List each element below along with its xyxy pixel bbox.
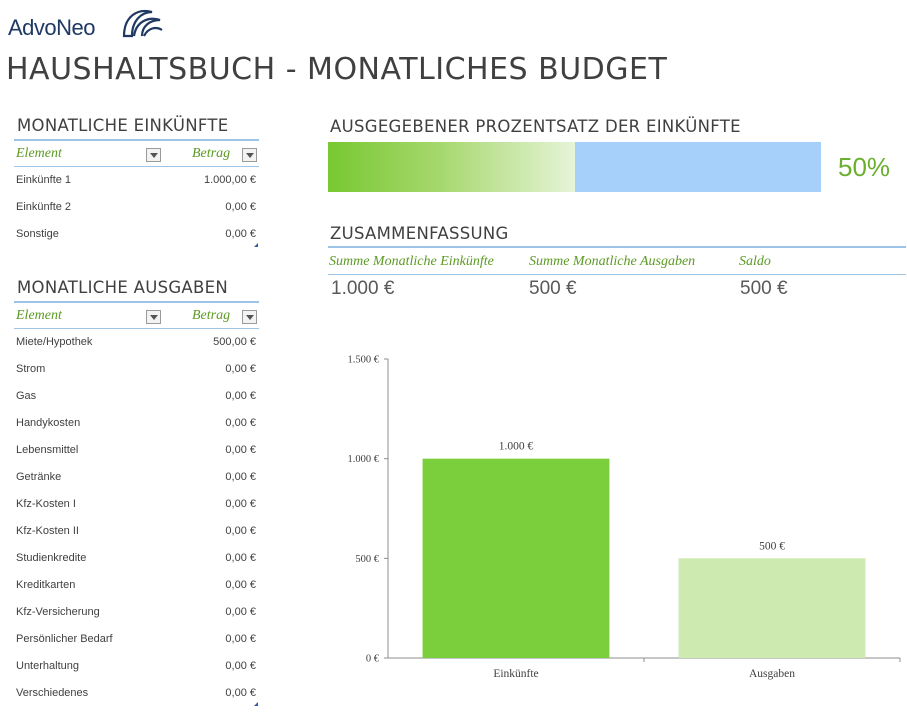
table-row[interactable]: Lebensmittel 0,00 €: [16, 444, 256, 471]
income-row-label: Einkünfte 1: [16, 174, 72, 186]
table-row[interactable]: Gas 0,00 €: [16, 390, 256, 417]
table-row[interactable]: Verschiedenes 0,00 €: [16, 687, 256, 714]
summary-income-value: 1.000 €: [331, 278, 395, 299]
bar-data-label: 500 €: [759, 540, 785, 552]
table-row[interactable]: Strom 0,00 €: [16, 363, 256, 390]
summary-balance-label: Saldo: [739, 254, 771, 269]
brand-wave-icon: [122, 9, 163, 38]
y-tick-label: 500 €: [355, 554, 379, 565]
summary-expenses-value: 500 €: [529, 278, 577, 299]
expense-row-label: Studienkredite: [16, 552, 87, 564]
expense-row-value: 0,00 €: [225, 552, 256, 564]
income-element-filter-button[interactable]: [146, 148, 161, 162]
income-expenses-chart[interactable]: 0 € 500 € 1.000 € 1.500 € 1.000 € Einkünfte 50…: [328, 345, 907, 695]
table-row[interactable]: Einkünfte 2 0,00 €: [16, 201, 256, 228]
income-row-label: Sonstige: [16, 228, 59, 240]
expense-row-label: Handykosten: [16, 417, 81, 429]
expense-row-value: 0,00 €: [225, 606, 256, 618]
summary-header-rule: [328, 274, 906, 275]
income-row-value: 0,00 €: [225, 201, 256, 213]
expense-row-value: 0,00 €: [225, 633, 256, 645]
income-title-rule: [14, 139, 259, 141]
table-row[interactable]: Kfz-Kosten I 0,00 €: [16, 498, 256, 525]
expense-row-label: Kfz-Kosten I: [16, 498, 76, 510]
table-row[interactable]: Miete/Hypothek 500,00 €: [16, 336, 256, 363]
table-row[interactable]: Kfz-Kosten II 0,00 €: [16, 525, 256, 552]
expense-row-value: 0,00 €: [225, 525, 256, 537]
expenses-table-header: Element Betrag: [14, 305, 259, 327]
brand-name: AdvoNeo: [8, 15, 96, 40]
percent-spent-title: AUSGEGEBENER PROZENTSATZ DER EINKÜNFTE: [330, 117, 741, 136]
income-row-value: 0,00 €: [225, 228, 256, 240]
expense-row-value: 0,00 €: [225, 579, 256, 591]
table-row[interactable]: Kreditkarten 0,00 €: [16, 579, 256, 606]
expense-row-label: Gas: [16, 390, 37, 402]
expense-row-value: 0,00 €: [225, 498, 256, 510]
expense-row-value: 0,00 €: [225, 687, 256, 699]
page-title: HAUSHALTSBUCH - MONATLICHES BUDGET: [6, 52, 668, 87]
expense-row-value: 0,00 €: [225, 471, 256, 483]
expenses-col-element: Element: [16, 308, 62, 323]
table-row[interactable]: Persönlicher Bedarf 0,00 €: [16, 633, 256, 660]
bar-data-label: 1.000 €: [499, 441, 534, 453]
expense-row-value: 500,00 €: [213, 336, 256, 348]
summary-expenses-label: Summe Monatliche Ausgaben: [529, 254, 696, 269]
percent-spent-bar: [328, 142, 821, 192]
summary-balance-value: 500 €: [740, 278, 788, 299]
expenses-header-rule: [14, 328, 259, 329]
expenses-table-resize-handle[interactable]: [254, 702, 258, 706]
table-row[interactable]: Unterhaltung 0,00 €: [16, 660, 256, 687]
income-col-element: Element: [16, 146, 62, 161]
y-tick-label: 0 €: [366, 654, 380, 665]
expense-row-label: Kfz-Kosten II: [16, 525, 79, 537]
income-row-label: Einkünfte 2: [16, 201, 72, 213]
income-header-rule: [14, 166, 259, 167]
expense-row-value: 0,00 €: [225, 417, 256, 429]
chart-bar: [678, 558, 866, 658]
income-section-title: MONATLICHE EINKÜNFTE: [17, 116, 229, 135]
expense-row-label: Kfz-Versicherung: [16, 606, 100, 618]
expense-row-label: Getränke: [16, 471, 62, 483]
summary-income-label: Summe Monatliche Einkünfte: [329, 254, 494, 269]
expense-row-label: Strom: [16, 363, 46, 375]
table-row[interactable]: Studienkredite 0,00 €: [16, 552, 256, 579]
chart-bar: [422, 458, 610, 658]
table-row[interactable]: Getränke 0,00 €: [16, 471, 256, 498]
table-row[interactable]: Sonstige 0,00 €: [16, 228, 256, 255]
table-row[interactable]: Einkünfte 1 1.000,00 €: [16, 174, 256, 201]
brand-logo: AdvoNeo: [8, 6, 178, 42]
expense-row-value: 0,00 €: [225, 390, 256, 402]
income-amount-filter-button[interactable]: [242, 148, 257, 162]
income-col-amount: Betrag: [192, 146, 231, 161]
expense-row-label: Kreditkarten: [16, 579, 76, 591]
expenses-section-title: MONATLICHE AUSGABEN: [17, 278, 229, 297]
expense-row-label: Persönlicher Bedarf: [16, 633, 113, 645]
y-tick-label: 1.000 €: [348, 454, 380, 465]
expense-row-label: Unterhaltung: [16, 660, 79, 672]
percent-spent-value: 50%: [838, 152, 891, 182]
x-category-label: Ausgaben: [749, 668, 795, 680]
summary-title-rule: [328, 246, 906, 248]
table-row[interactable]: Handykosten 0,00 €: [16, 417, 256, 444]
table-row[interactable]: Kfz-Versicherung 0,00 €: [16, 606, 256, 633]
expenses-amount-filter-button[interactable]: [242, 310, 257, 324]
income-table-resize-handle[interactable]: [254, 243, 258, 247]
expenses-element-filter-button[interactable]: [146, 310, 161, 324]
x-category-label: Einkünfte: [493, 668, 538, 680]
expenses-title-rule: [14, 301, 259, 303]
summary-title: ZUSAMMENFASSUNG: [330, 224, 509, 243]
expense-row-value: 0,00 €: [225, 444, 256, 456]
expense-row-label: Verschiedenes: [16, 687, 89, 699]
expense-row-value: 0,00 €: [225, 660, 256, 672]
percent-spent-fill: [328, 142, 575, 192]
expense-row-label: Lebensmittel: [16, 444, 79, 456]
income-table-header: Element Betrag: [14, 143, 259, 165]
y-tick-label: 1.500 €: [348, 355, 380, 366]
expense-row-value: 0,00 €: [225, 363, 256, 375]
income-row-value: 1.000,00 €: [204, 174, 256, 186]
expenses-col-amount: Betrag: [192, 308, 231, 323]
expense-row-label: Miete/Hypothek: [16, 336, 93, 348]
